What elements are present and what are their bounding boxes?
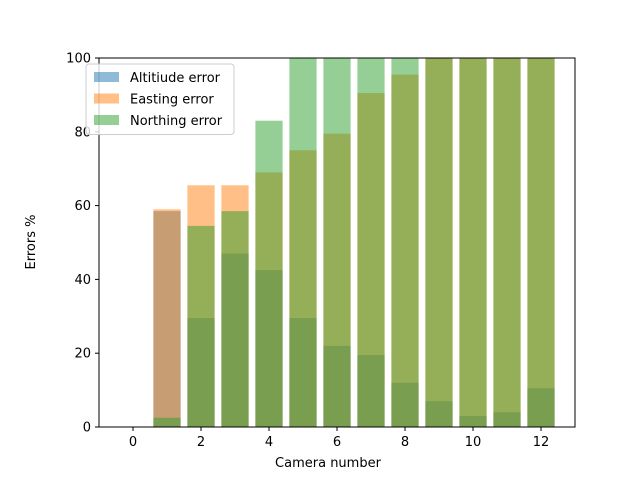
legend-swatch <box>94 93 119 104</box>
y-tick-label: 100 <box>66 52 91 67</box>
y-axis-label: Errors % <box>24 215 39 270</box>
bar <box>527 58 555 427</box>
x-tick-label: 4 <box>265 435 273 450</box>
x-tick-label: 2 <box>197 435 205 450</box>
y-tick-label: 20 <box>74 347 91 362</box>
legend-label: Northing error <box>130 114 223 129</box>
bar <box>323 58 351 427</box>
bar <box>425 58 453 427</box>
x-tick-label: 8 <box>401 435 409 450</box>
bar <box>289 58 317 427</box>
x-axis-label: Camera number <box>275 456 382 471</box>
bar <box>493 58 521 427</box>
legend-label: Altitiude error <box>130 71 221 86</box>
bar <box>153 209 181 427</box>
bar <box>255 120 283 427</box>
x-tick-label: 0 <box>129 435 137 450</box>
x-tick-label: 10 <box>465 435 482 450</box>
bars-layer <box>153 58 555 428</box>
legend-swatch <box>94 115 119 125</box>
legend-swatch <box>94 72 119 82</box>
bar <box>459 58 487 427</box>
y-tick-label: 60 <box>74 199 91 214</box>
x-tick-label: 12 <box>533 435 550 450</box>
series-northing-error <box>153 58 555 427</box>
legend: Altitiude error Easting error Northing err… <box>85 63 235 135</box>
bar <box>391 58 419 427</box>
bar <box>221 211 249 427</box>
y-tick-label: 40 <box>74 273 91 288</box>
bar <box>187 225 215 427</box>
y-tick-label: 0 <box>83 421 91 436</box>
bar <box>357 58 385 427</box>
legend-label: Easting error <box>130 93 214 108</box>
x-tick-label: 6 <box>333 435 341 450</box>
bar <box>153 417 181 427</box>
legend-box <box>85 63 235 135</box>
